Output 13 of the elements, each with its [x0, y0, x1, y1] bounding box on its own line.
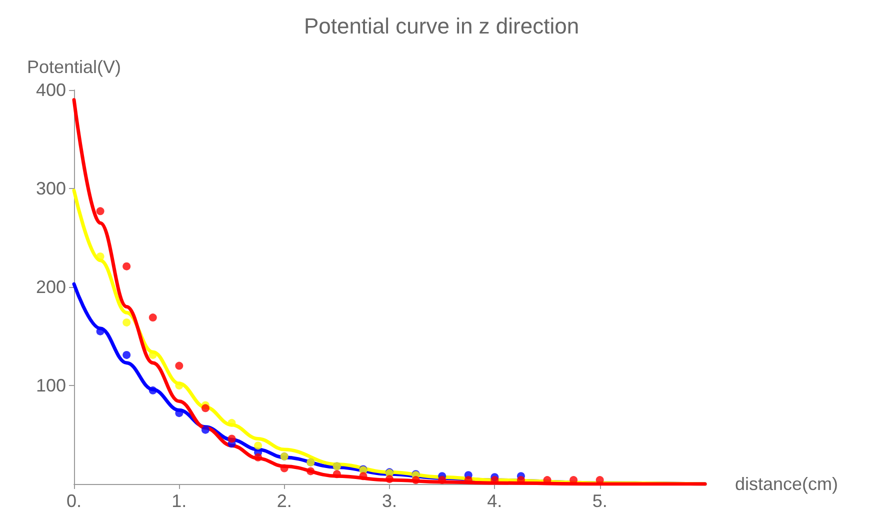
y-tick-label: 400 [36, 80, 66, 100]
x-axis-title: distance(cm) [735, 474, 838, 494]
x-tick-label: 4. [487, 491, 502, 511]
x-tick-label: 5. [592, 491, 608, 511]
x-tick-label: 0. [66, 491, 82, 511]
y-tick-label: 100 [36, 376, 66, 396]
x-tick-label: 1. [172, 491, 187, 511]
x-tick-label: 3. [382, 491, 398, 511]
chart-title: Potential curve in z direction [304, 14, 580, 38]
x-tick-label: 2. [276, 491, 292, 511]
y-tick-label: 200 [36, 277, 66, 297]
y-tick-label: 300 [36, 178, 66, 198]
y-axis-title: Potential(V) [26, 57, 122, 77]
